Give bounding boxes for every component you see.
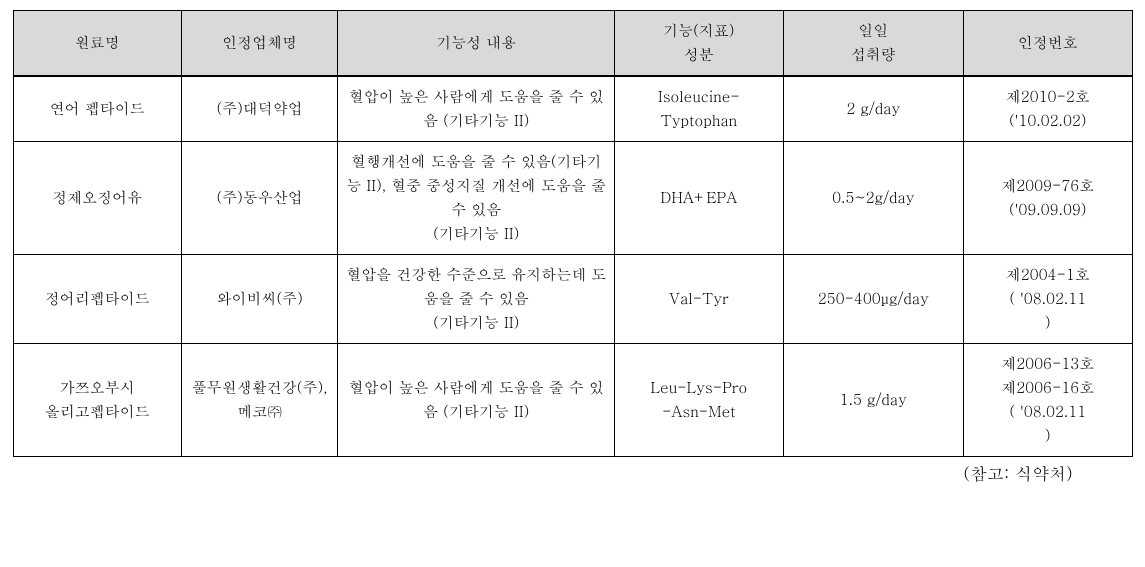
cell-company: (주)대덕약업: [181, 76, 337, 142]
cell-material: 연어 펩타이드: [13, 76, 181, 142]
cell-cert: 제2010-2호('10.02.02): [964, 76, 1133, 142]
ingredients-table: 원료명 인정업체명 기능성 내용 기능(지표)성분 일일섭취량 인정번호 연어 …: [13, 10, 1133, 457]
header-function: 기능성 내용: [338, 11, 615, 77]
cell-ingredient: DHA+EPA: [615, 142, 783, 255]
cell-company: 풀무원생활건강(주),메코㈜: [181, 344, 337, 457]
cell-company: (주)동우산업: [181, 142, 337, 255]
cell-function: 혈압을 건강한 수준으로 유지하는데 도움을 줄 수 있음(기타기능 II): [338, 255, 615, 344]
cell-function: 혈압이 높은 사람에게 도움을 줄 수 있음 (기타기능 II): [338, 76, 615, 142]
table-row: 가쯔오부시올리고펩타이드 풀무원생활건강(주),메코㈜ 혈압이 높은 사람에게 …: [13, 344, 1132, 457]
cell-intake: 0.5~2g/day: [783, 142, 963, 255]
cell-material: 가쯔오부시올리고펩타이드: [13, 344, 181, 457]
cell-material: 정제오징어유: [13, 142, 181, 255]
header-row: 원료명 인정업체명 기능성 내용 기능(지표)성분 일일섭취량 인정번호: [13, 11, 1132, 77]
cell-intake: 2 g/day: [783, 76, 963, 142]
cell-intake: 250-400μg/day: [783, 255, 963, 344]
table-row: 정어리펩타이드 와이비씨(주) 혈압을 건강한 수준으로 유지하는데 도움을 줄…: [13, 255, 1132, 344]
table-row: 연어 펩타이드 (주)대덕약업 혈압이 높은 사람에게 도움을 줄 수 있음 (…: [13, 76, 1132, 142]
cell-ingredient: Val-Tyr: [615, 255, 783, 344]
table-row: 정제오징어유 (주)동우산업 혈행개선에 도움을 줄 수 있음(기타기능 II)…: [13, 142, 1132, 255]
cell-function: 혈압이 높은 사람에게 도움을 줄 수 있음 (기타기능 II): [338, 344, 615, 457]
cell-ingredient: Leu-Lys-Pro-Asn-Met: [615, 344, 783, 457]
header-material: 원료명: [13, 11, 181, 77]
header-ingredient: 기능(지표)성분: [615, 11, 783, 77]
header-intake: 일일섭취량: [783, 11, 963, 77]
cell-function: 혈행개선에 도움을 줄 수 있음(기타기능 II), 혈중 중성지질 개선에 도…: [338, 142, 615, 255]
cell-company: 와이비씨(주): [181, 255, 337, 344]
footnote: (참고: 식약처): [13, 457, 1133, 485]
cell-cert: 제2009-76호('09.09.09): [964, 142, 1133, 255]
table-container: 원료명 인정업체명 기능성 내용 기능(지표)성분 일일섭취량 인정번호 연어 …: [13, 10, 1133, 485]
cell-ingredient: Isoleucine-Typtophan: [615, 76, 783, 142]
cell-cert: 제2006-13호제2006-16호( '08.02.11): [964, 344, 1133, 457]
cell-cert: 제2004-1호( '08.02.11): [964, 255, 1133, 344]
header-company: 인정업체명: [181, 11, 337, 77]
table-body: 연어 펩타이드 (주)대덕약업 혈압이 높은 사람에게 도움을 줄 수 있음 (…: [13, 76, 1132, 457]
cell-intake: 1.5 g/day: [783, 344, 963, 457]
header-cert: 인정번호: [964, 11, 1133, 77]
cell-material: 정어리펩타이드: [13, 255, 181, 344]
